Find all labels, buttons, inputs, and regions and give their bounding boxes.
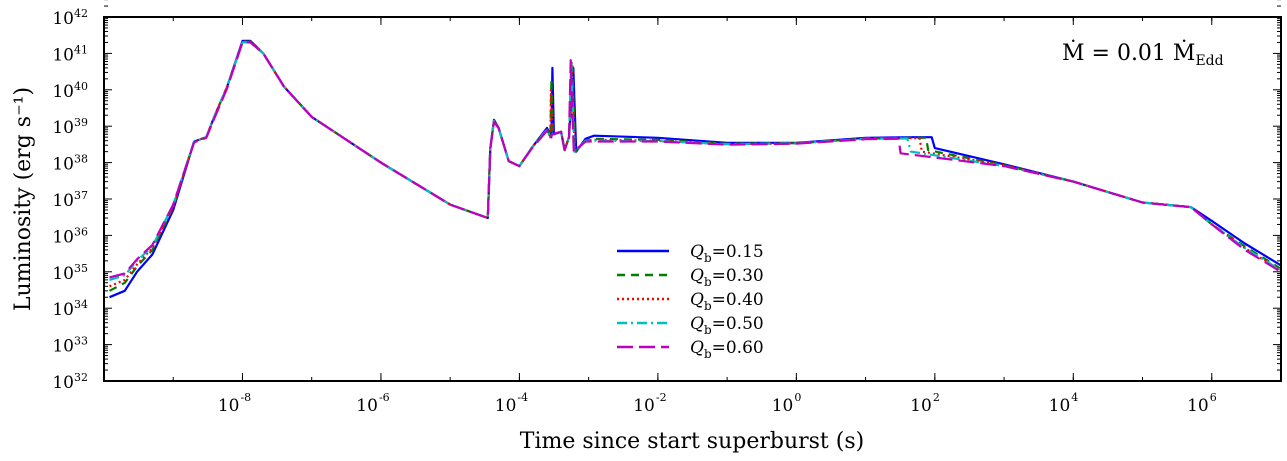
x-tick-label: 10 (910, 396, 932, 416)
x-tick-exponent: -8 (240, 391, 251, 404)
x-tick-exponent: -2 (656, 391, 667, 404)
y-tick-base: 10 (52, 373, 74, 393)
y-axis-label: Luminosity (erg s⁻¹) (11, 87, 36, 311)
legend-label-4: Qb=0.60 (690, 338, 764, 361)
y-tick-exponent: 36 (74, 225, 88, 238)
plot-frame (103, 16, 1282, 382)
y-tick-label: 10 (52, 191, 74, 211)
y-tick-label: 10 (52, 155, 74, 175)
y-tick-base: 10 (52, 45, 74, 65)
x-tick-exponent: -6 (379, 391, 390, 404)
legend-label-0: Qb=0.15 (690, 242, 764, 265)
y-tick-label: 10 (52, 9, 74, 29)
x-tick-exponent: 6 (1210, 391, 1217, 404)
svg-text:Ṁ = 0.01 ṀEdd: Ṁ = 0.01 ṀEdd (1062, 39, 1224, 69)
y-tick-base: 10 (52, 82, 74, 102)
x-tick-label: 10 (218, 396, 240, 416)
y-tick-base: 10 (52, 191, 74, 211)
y-tick-exponent: 34 (74, 298, 88, 311)
y-tick-exponent: 37 (74, 189, 88, 202)
y-tick-exponent: 38 (74, 153, 88, 166)
y-tick-base: 10 (52, 300, 74, 320)
y-tick-exponent: 39 (74, 116, 88, 129)
y-tick-base: 10 (52, 264, 74, 284)
annotation-subscript: Edd (1195, 53, 1223, 69)
series-layer (108, 39, 1282, 299)
x-tick-label: 10 (633, 396, 655, 416)
x-tick-exponent: 2 (933, 391, 940, 404)
y-tick-label: 10 (52, 373, 74, 393)
x-tick-label: 10 (1049, 396, 1071, 416)
x-tick-exponent: 4 (1071, 391, 1078, 404)
x-tick-exponent: 0 (794, 391, 801, 404)
x-tick-label: 10 (495, 396, 517, 416)
y-tick-base: 10 (52, 155, 74, 175)
y-tick-label: 10 (52, 227, 74, 247)
annotation-mdot: Ṁ = 0.01 ṀEdd (1062, 39, 1224, 69)
y-tick-base: 10 (52, 337, 74, 357)
legend-label-2: Qb=0.40 (690, 290, 764, 313)
x-tick-label: 10 (356, 396, 378, 416)
y-tick-exponent: 35 (74, 262, 88, 275)
series-line-4 (109, 41, 1282, 279)
y-tick-exponent: 32 (74, 371, 88, 384)
y-tick-label: 10 (52, 82, 74, 102)
y-tick-label: 10 (52, 300, 74, 320)
y-tick-exponent: 42 (74, 7, 88, 20)
annotation-main: Ṁ = 0.01 Ṁ (1062, 39, 1195, 66)
x-tick-exponent: -4 (517, 391, 528, 404)
x-tick-labels: 10 -8 10 -6 10 -4 10 -2 10 0 10 2 10 4 10 6 (218, 391, 1217, 416)
x-axis-label: Time since start superburst (s) (520, 429, 864, 454)
y-tick-exponent: 41 (74, 43, 88, 56)
y-tick-label: 10 (52, 45, 74, 65)
x-tick-label: 10 (772, 396, 794, 416)
y-tick-label: 10 (52, 118, 74, 138)
y-tick-exponent: 33 (74, 335, 88, 348)
legend-label-3: Qb=0.50 (690, 314, 764, 337)
y-tick-label: 10 (52, 264, 74, 284)
y-tick-label: 10 (52, 337, 74, 357)
y-tick-base: 10 (52, 227, 74, 247)
x-tick-label: 10 (1187, 396, 1209, 416)
y-tick-exponent: 40 (74, 80, 88, 93)
y-tick-base: 10 (52, 118, 74, 138)
legend-label-1: Qb=0.30 (690, 266, 764, 289)
y-tick-base: 10 (52, 9, 74, 29)
